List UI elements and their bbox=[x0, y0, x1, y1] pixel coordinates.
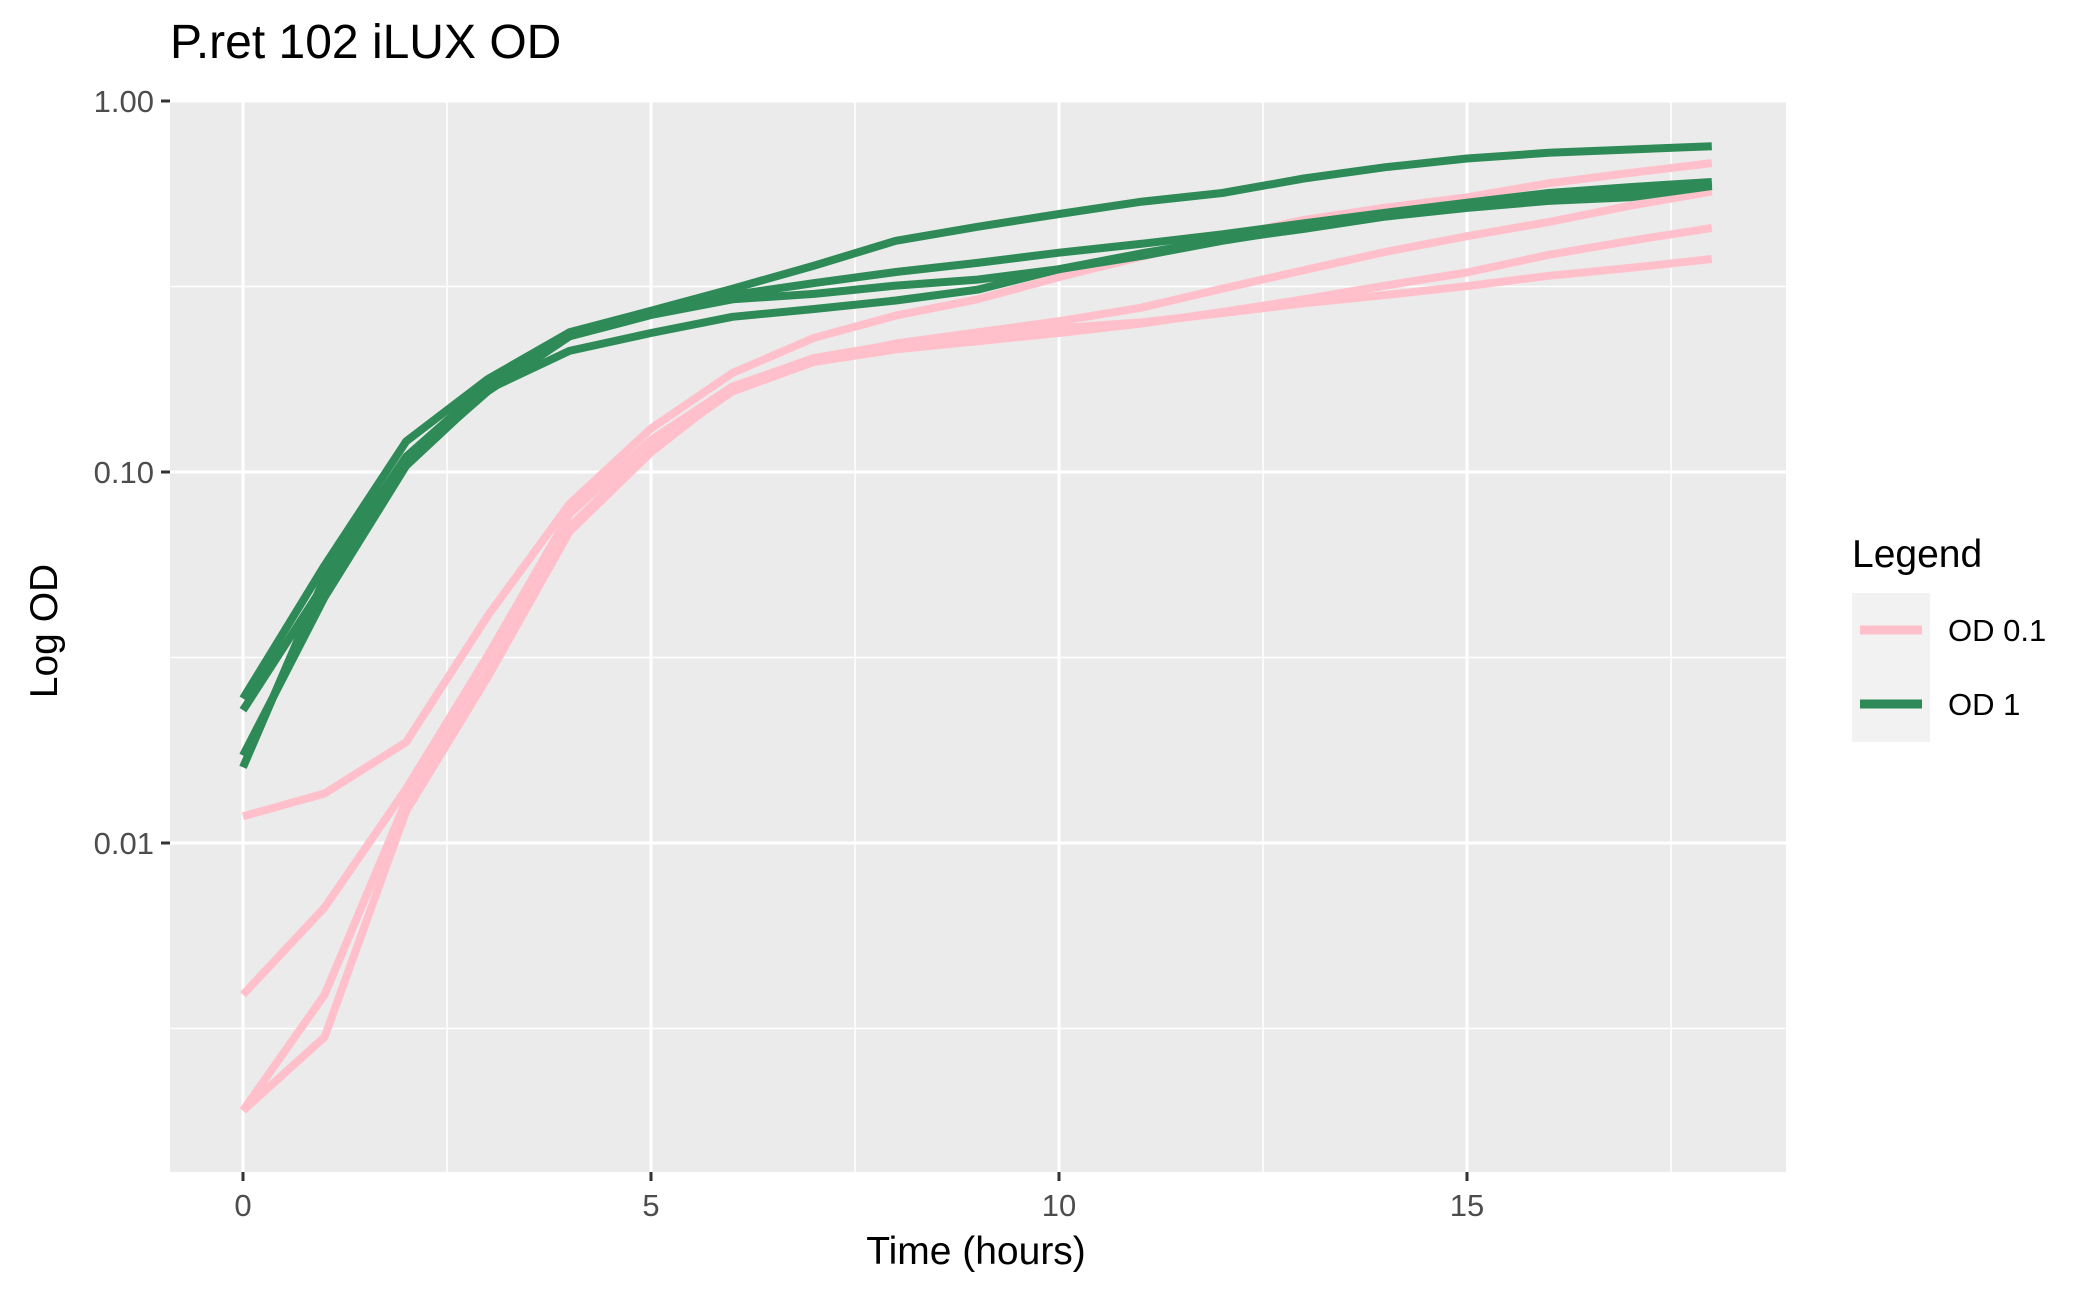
major-gridlines bbox=[170, 99, 1786, 1172]
y-tick-label: 0.10 bbox=[94, 455, 154, 490]
legend-label-od-0-1: OD 0.1 bbox=[1948, 613, 2046, 648]
x-tick-label: 5 bbox=[642, 1188, 659, 1223]
x-axis-title: Time (hours) bbox=[866, 1230, 1086, 1273]
y-tick-label: 1.00 bbox=[94, 84, 154, 119]
series-line-od-0-1 bbox=[240, 187, 1713, 1114]
series-line-od-0-1 bbox=[241, 159, 1713, 821]
x-axis: 0 5 10 15 bbox=[234, 1172, 1484, 1223]
y-axis: 0.01 0.10 1.00 bbox=[94, 84, 170, 861]
x-tick-label: 15 bbox=[1450, 1188, 1484, 1223]
series-lines bbox=[239, 142, 1713, 1114]
y-tick-label: 0.01 bbox=[94, 826, 154, 861]
series-line-od-0-1 bbox=[240, 255, 1713, 998]
chart-title: P.ret 102 iLUX OD bbox=[170, 16, 561, 69]
y-axis-title: Log OD bbox=[23, 564, 66, 698]
legend: Legend OD 0.1 OD 1 bbox=[1852, 533, 2046, 742]
x-tick-label: 10 bbox=[1042, 1188, 1076, 1223]
legend-label-od-1: OD 1 bbox=[1948, 687, 2020, 722]
series-line-od-1 bbox=[239, 142, 1712, 701]
legend-title: Legend bbox=[1852, 533, 1982, 576]
legend-key-background bbox=[1852, 593, 1930, 742]
x-tick-label: 0 bbox=[234, 1188, 251, 1223]
series-line-od-1 bbox=[239, 178, 1713, 769]
